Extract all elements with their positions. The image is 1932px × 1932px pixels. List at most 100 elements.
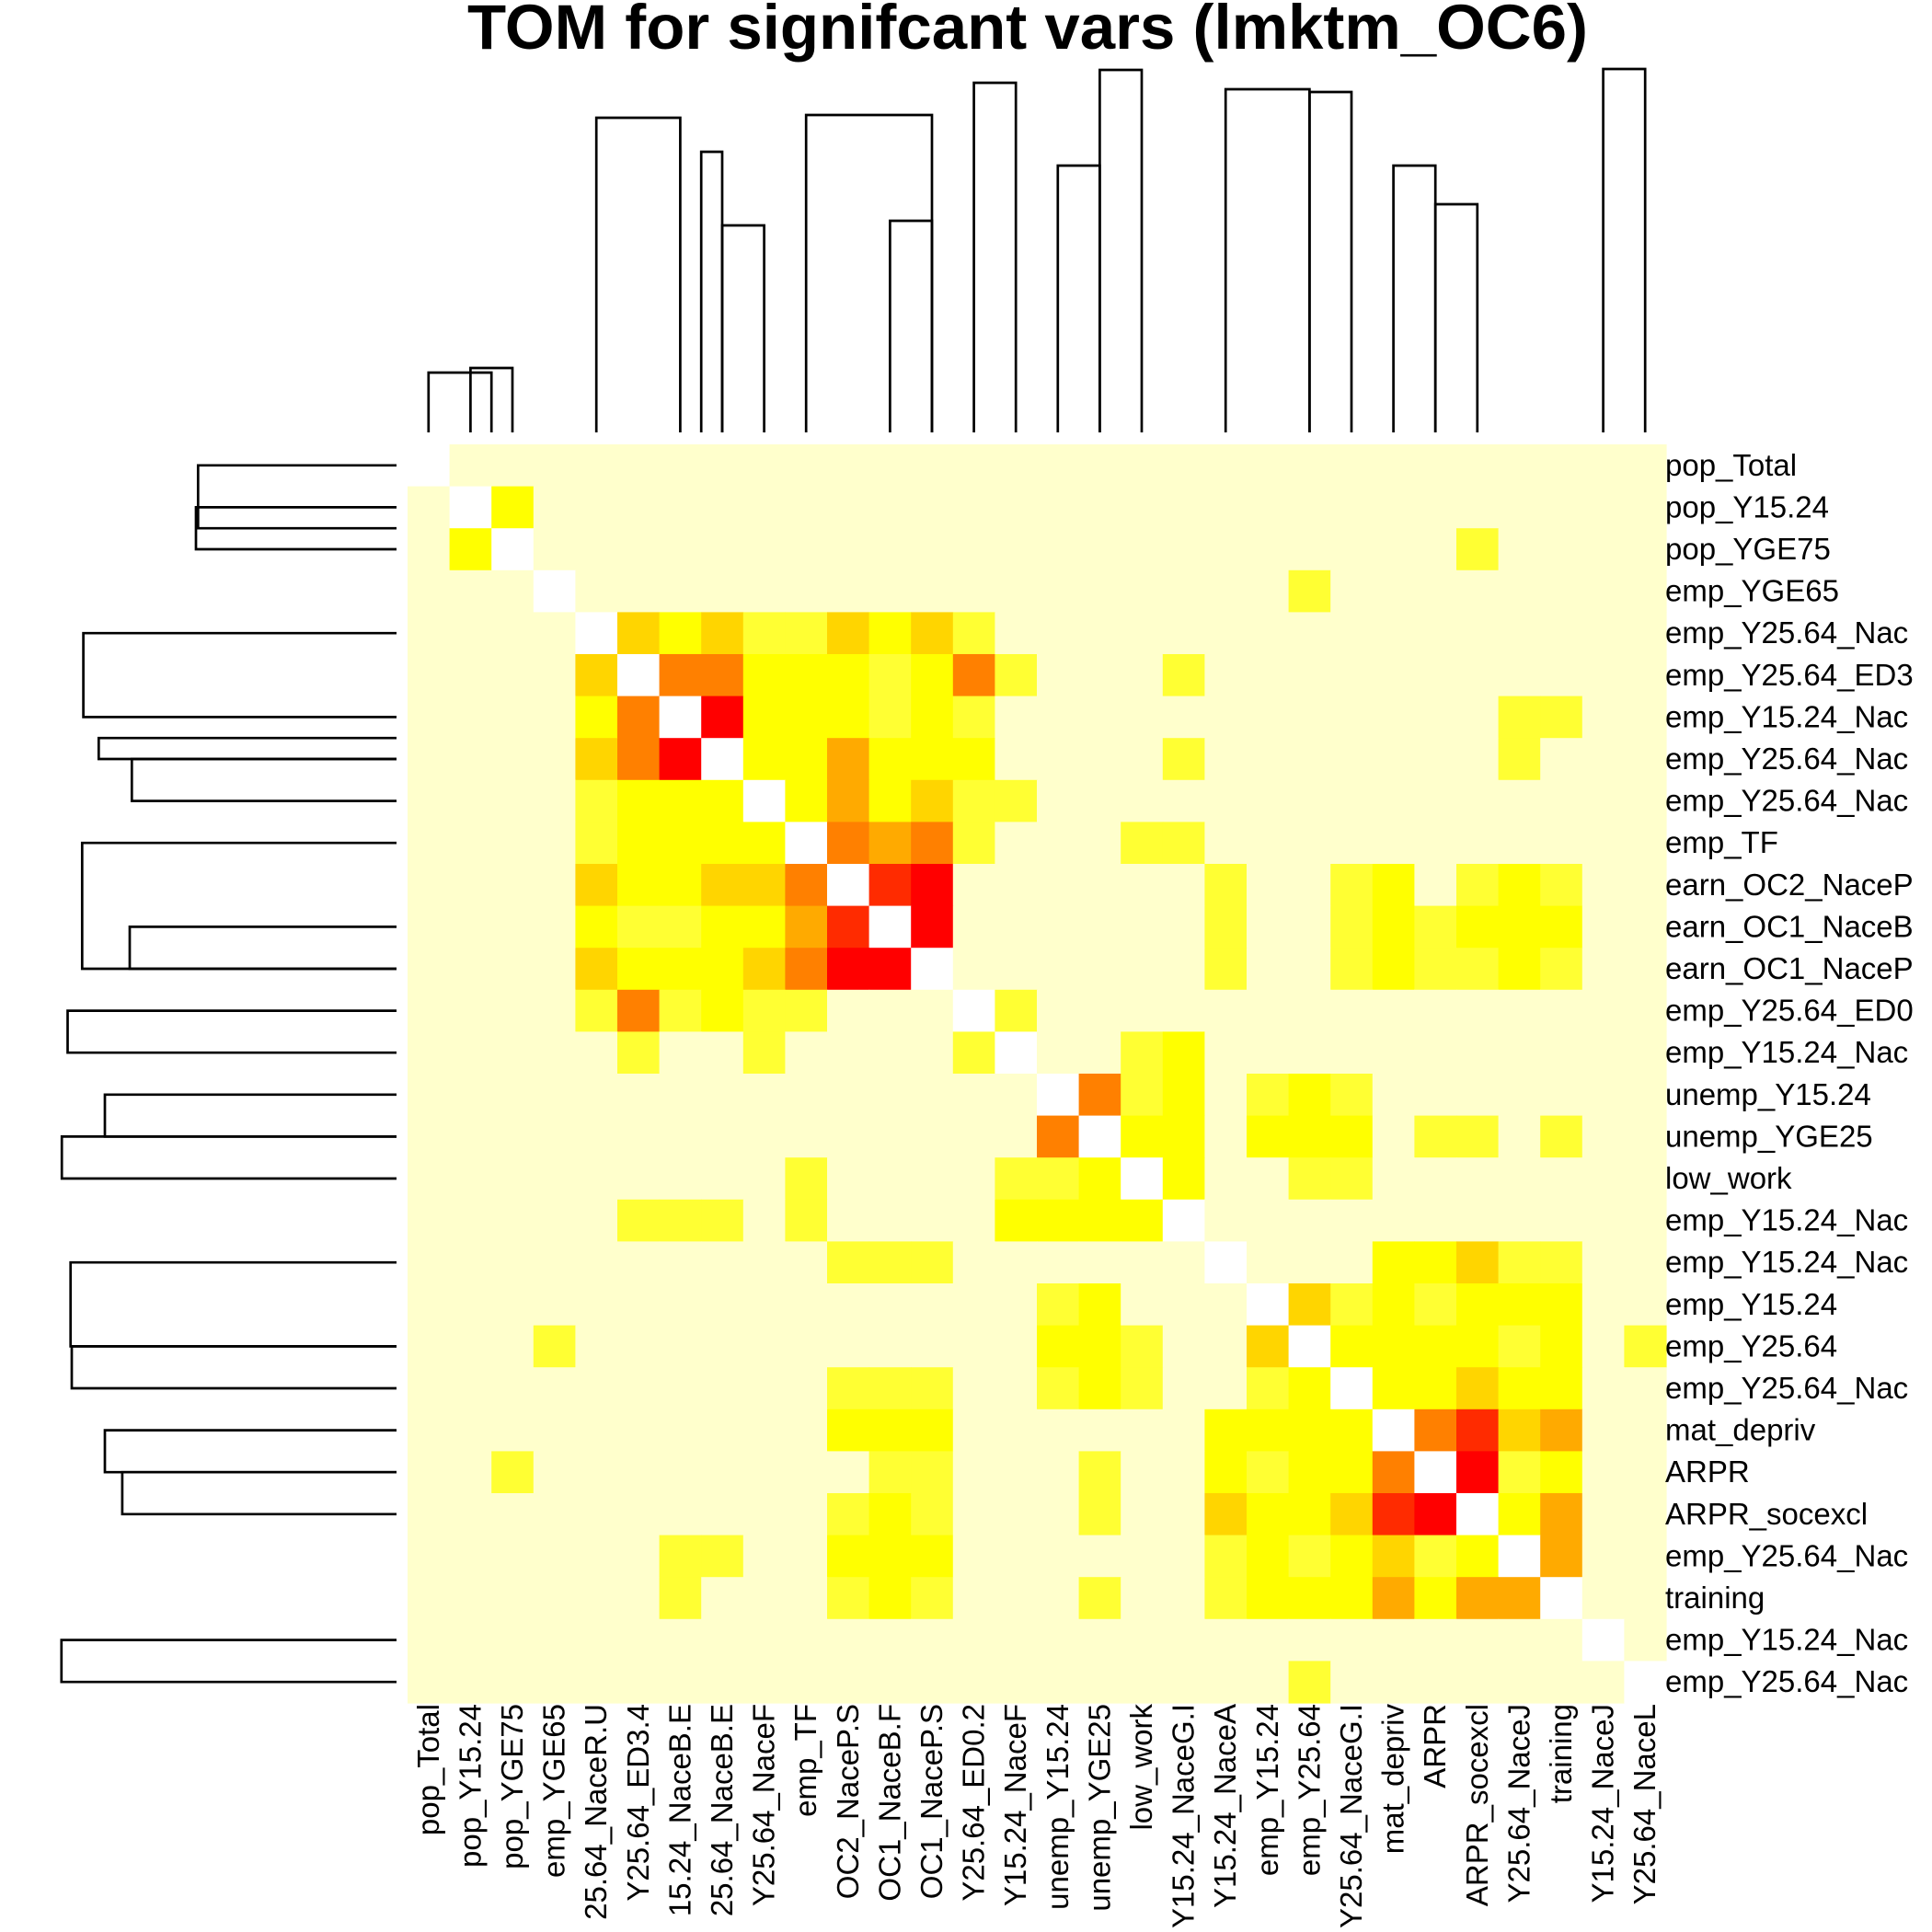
heatmap-cell [995, 1451, 1038, 1494]
heatmap-cell [868, 905, 912, 949]
heatmap-cell [952, 612, 995, 655]
heatmap-cell [1498, 864, 1541, 907]
heatmap-cell [491, 989, 535, 1032]
heatmap-cell [408, 486, 451, 529]
heatmap-cell [533, 738, 576, 781]
heatmap-cell [1498, 1577, 1541, 1620]
heatmap-cell [952, 1493, 995, 1536]
heatmap-cell [408, 1409, 451, 1452]
heatmap-cell [617, 1409, 661, 1452]
heatmap-cell [1162, 1535, 1205, 1578]
heatmap-cell [659, 528, 702, 571]
heatmap-cell [911, 864, 954, 907]
heatmap-cell [1037, 696, 1080, 739]
heatmap-cell [617, 654, 661, 697]
heatmap-cell [659, 1325, 702, 1368]
heatmap-cell [742, 1535, 786, 1578]
heatmap-cell [952, 1535, 995, 1578]
heatmap-cell [408, 1661, 451, 1704]
heatmap-cell [1330, 1199, 1374, 1242]
heatmap-cell [1581, 989, 1625, 1032]
heatmap-cell [575, 654, 618, 697]
heatmap-cell [1456, 1661, 1500, 1704]
heatmap-cell [1078, 1241, 1121, 1284]
heatmap-cell [1540, 569, 1583, 613]
heatmap-cell [1456, 1157, 1500, 1201]
heatmap-cell [533, 1199, 576, 1242]
heatmap-cell [742, 779, 786, 822]
column-label: ARPR [1418, 1704, 1452, 1788]
heatmap-cell [449, 738, 492, 781]
heatmap-cell [1037, 1409, 1080, 1452]
heatmap-cell [1414, 1157, 1457, 1201]
heatmap-cell [1372, 654, 1415, 697]
heatmap-cell [785, 1618, 828, 1662]
heatmap-cell [701, 1031, 744, 1075]
heatmap-cell [1078, 905, 1121, 949]
heatmap-cell [1204, 1577, 1248, 1620]
heatmap-cell [1498, 1031, 1541, 1075]
heatmap-cell [1078, 444, 1121, 488]
heatmap-cell [1540, 612, 1583, 655]
heatmap-cell [1121, 779, 1164, 822]
heatmap-cell [1204, 1618, 1248, 1662]
heatmap-cell [1330, 1367, 1374, 1410]
heatmap-cell [827, 948, 870, 991]
heatmap-cell [701, 696, 744, 739]
heatmap-cell [785, 1451, 828, 1494]
heatmap-cell [575, 1535, 618, 1578]
heatmap-cell [911, 1618, 954, 1662]
heatmap-cell [995, 654, 1038, 697]
heatmap-cell [491, 1283, 535, 1327]
heatmap-cell [408, 1493, 451, 1536]
heatmap-cell [659, 1074, 702, 1117]
row-label: pop_Y15.24 [1665, 489, 1829, 523]
heatmap-cell [1247, 569, 1290, 613]
heatmap-cell [1414, 612, 1457, 655]
heatmap-cell [785, 569, 828, 613]
heatmap-cell [1581, 1661, 1625, 1704]
heatmap-cell [1624, 1493, 1667, 1536]
heatmap-cell [617, 1577, 661, 1620]
heatmap-cell [1372, 1367, 1415, 1410]
dendrogram-branch [427, 371, 493, 432]
heatmap-cell [491, 1618, 535, 1662]
heatmap-cell [1624, 989, 1667, 1032]
heatmap-cell [1078, 569, 1121, 613]
column-label: Y25.64_NaceJ [1501, 1704, 1535, 1903]
heatmap-cell [1204, 1199, 1248, 1242]
heatmap-cell [1330, 779, 1374, 822]
heatmap-cell [491, 905, 535, 949]
heatmap-cell [1204, 989, 1248, 1032]
heatmap-cell [1078, 1157, 1121, 1201]
heatmap-cell [1247, 738, 1290, 781]
heatmap-cell [952, 528, 995, 571]
heatmap-cell [1624, 1283, 1667, 1327]
heatmap-cell [533, 1031, 576, 1075]
heatmap-cell [785, 1367, 828, 1410]
heatmap-cell [701, 905, 744, 949]
heatmap-cell [533, 1157, 576, 1201]
heatmap-cell [659, 486, 702, 529]
heatmap-cell [785, 1115, 828, 1158]
heatmap-cell [1581, 1199, 1625, 1242]
heatmap-cell [827, 486, 870, 529]
heatmap-cell [1498, 1535, 1541, 1578]
heatmap-cell [617, 779, 661, 822]
heatmap-cell [868, 989, 912, 1032]
heatmap-cell [1414, 989, 1457, 1032]
heatmap-cell [1330, 1661, 1374, 1704]
heatmap-cell [449, 1367, 492, 1410]
heatmap-cell [911, 1325, 954, 1368]
row-label: low_work [1665, 1161, 1792, 1195]
heatmap-cell [449, 1031, 492, 1075]
heatmap-cell [742, 654, 786, 697]
heatmap-cell [1624, 948, 1667, 991]
heatmap-cell [575, 1409, 618, 1452]
heatmap-cell [1498, 1618, 1541, 1662]
heatmap-cell [1540, 1325, 1583, 1368]
heatmap-cell [952, 1325, 995, 1368]
heatmap-cell [911, 1074, 954, 1117]
heatmap-cell [659, 1157, 702, 1201]
heatmap-cell [533, 1409, 576, 1452]
